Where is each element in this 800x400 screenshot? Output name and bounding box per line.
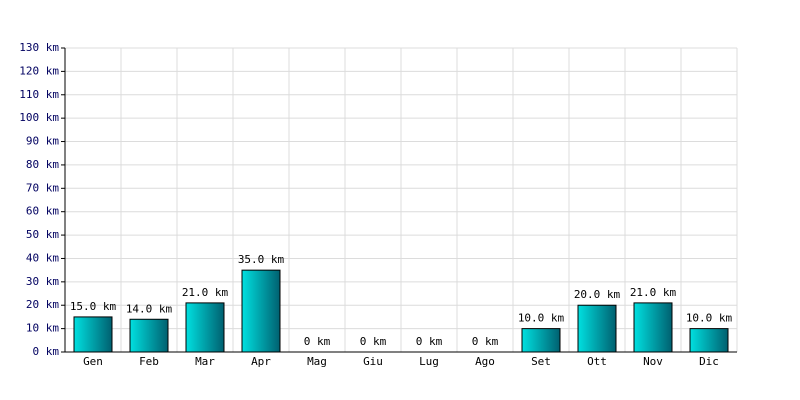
bar [73,316,113,353]
x-tick-label: Lug [419,355,439,368]
x-tick-label: Giu [363,355,383,368]
value-label: 0 km [360,335,387,348]
value-label: 15.0 km [70,300,117,313]
value-label: 10.0 km [686,312,733,325]
x-tick-label: Feb [139,355,159,368]
value-label: 14.0 km [126,302,173,315]
x-tick-label: Ott [587,355,607,368]
y-tick-label: 10 km [26,322,59,335]
y-tick-label: 80 km [26,158,59,171]
bar [689,328,729,353]
y-tick-label: 40 km [26,251,59,264]
value-label: 0 km [304,335,331,348]
y-tick-label: 120 km [19,64,59,77]
bar [633,302,673,353]
x-tick-label: Ago [475,355,495,368]
x-tick-label: Set [531,355,551,368]
value-label: 0 km [416,335,443,348]
y-tick-label: 100 km [19,111,59,124]
value-label: 35.0 km [238,253,285,266]
y-tick-label: 60 km [26,205,59,218]
x-tick-label: Mar [195,355,215,368]
y-tick-label: 30 km [26,275,59,288]
bar [185,302,225,353]
bar [577,304,617,353]
x-tick-label: Mag [307,355,327,368]
x-tick-label: Nov [643,355,663,368]
y-tick-label: 0 km [33,345,60,358]
bar [129,318,169,353]
y-tick-label: 70 km [26,181,59,194]
bar [241,269,281,353]
bar [521,328,561,353]
x-tick-label: Dic [699,355,719,368]
y-tick-label: 50 km [26,228,59,241]
y-tick-label: 90 km [26,135,59,148]
y-tick-label: 110 km [19,88,59,101]
value-label: 20.0 km [574,288,621,301]
value-label: 21.0 km [630,286,677,299]
y-tick-label: 130 km [19,41,59,54]
value-label: 21.0 km [182,286,229,299]
value-label: 0 km [472,335,499,348]
y-tick-label: 20 km [26,298,59,311]
value-label: 10.0 km [518,312,565,325]
x-tick-label: Gen [83,355,103,368]
x-tick-label: Apr [251,355,271,368]
